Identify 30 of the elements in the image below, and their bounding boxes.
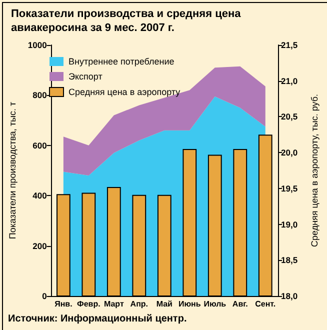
y2-tick-label: 18,5 xyxy=(281,255,298,266)
x-tick-label: Июль xyxy=(204,300,226,308)
x-tick-label: Март xyxy=(104,300,124,308)
y2-tick-label: 20,5 xyxy=(281,112,298,122)
y2-tick-label: 19,5 xyxy=(281,183,298,194)
x-tick-label: Июнь xyxy=(178,300,201,308)
y-tick-label: 0 xyxy=(42,291,48,301)
y-axis-title: Показатели производства, тыс. т xyxy=(8,102,18,240)
chart-title: Показатели производства и средняя цена авиакеросина за 9 мес. 2007 г. xyxy=(11,8,244,34)
y2-axis-title: Средняя цена в аэропорту, тыс. руб. xyxy=(310,94,320,247)
y2-tick-label: 19,0 xyxy=(281,219,298,230)
legend-label: Средняя цена в аэропорту xyxy=(68,87,181,97)
y-tick-label: 1000 xyxy=(28,40,48,50)
x-tick-label: Май xyxy=(156,300,173,308)
x-tick-label: Янв. xyxy=(54,300,72,308)
legend-label: Экспорт xyxy=(68,72,102,82)
x-tick-label: Сент. xyxy=(255,300,276,308)
y2-tick-label: 18,0 xyxy=(281,291,298,301)
y-tick-label: 600 xyxy=(32,140,48,150)
x-tick-label: Февр. xyxy=(77,300,100,308)
x-tick-label: Авг. xyxy=(232,300,248,308)
y2-tick-label: 21,0 xyxy=(281,76,298,86)
y-tick-label: 200 xyxy=(32,240,48,251)
y2-tick-label: 21,5 xyxy=(281,40,298,50)
legend-label: Внутреннее потребление xyxy=(68,56,174,66)
text: Источник: Информационный центр. xyxy=(8,314,187,324)
x-tick-label: Апр. xyxy=(130,300,148,308)
y-tick-label: 800 xyxy=(32,90,48,100)
y2-tick-label: 20,0 xyxy=(281,148,298,158)
y-tick-label: 400 xyxy=(32,190,48,201)
